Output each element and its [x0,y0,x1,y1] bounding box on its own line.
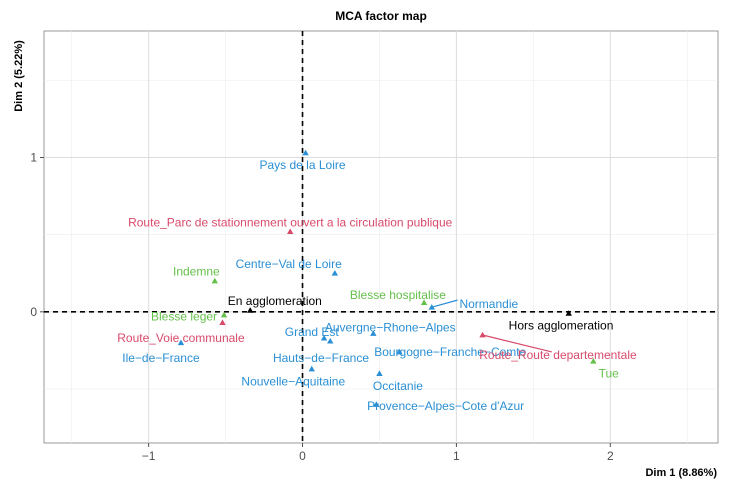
point-label: Blesse hospitalise [350,288,446,302]
y-tick-label: 0 [30,305,37,319]
label-connector [431,299,458,308]
point-label: Pays de la Loire [259,158,345,172]
point-label: Blesse leger [151,309,217,323]
point-marker [219,319,226,326]
point-label: Indemne [173,265,220,279]
point-label: Route_Parc de stationnement ouvert a la … [128,215,453,229]
point-label: Nouvelle−Aquitaine [241,374,345,388]
y-axis-label: Dim 2 (5.22%) [13,40,25,112]
point-marker [331,270,339,276]
point-marker [428,304,435,310]
point-label: Occitanie [373,379,423,393]
point-marker [565,310,572,316]
point-label: Provence−Alpes−Cote d'Azur [367,399,524,413]
point-label: Centre−Val de Loire [236,257,343,271]
point-label: Grand Est [285,325,340,339]
point-label: Normandie [459,297,518,311]
point-label: Hauts−de−France [273,351,369,365]
point-label: Ile−de−France [122,351,200,365]
point-marker [320,334,328,341]
chart-title: MCA factor map [335,9,427,23]
point-marker [479,331,486,338]
point-marker [220,311,228,318]
point-marker [590,358,597,364]
point-marker [211,277,219,284]
x-axis-label: Dim 1 (8.86%) [645,467,717,479]
point-label: Tue [599,367,620,381]
x-tick-label: 2 [607,449,614,463]
x-tick-label: −1 [142,449,156,463]
point-label: Bourgogne−Franche−Comte [374,345,526,359]
point-label: Hors agglomeration [509,319,614,333]
point-marker [373,401,380,407]
point-label: Auvergne−Rhone−Alpes [325,320,456,334]
point-marker [327,337,334,344]
point-marker [370,330,377,336]
point-marker [302,149,309,156]
point-marker [177,339,185,346]
point-label: Route_Voie communale [117,331,245,345]
point-marker [247,307,254,313]
x-tick-label: 0 [299,449,306,463]
plot-area: −1 0 1 2 0 1 Pays de la Loire Route_Parc de sta… [30,30,719,463]
y-tick-label: 1 [30,151,37,165]
point-marker [308,365,315,372]
point-label: Route_Route departementale [479,348,637,362]
x-tick-label: 1 [453,449,460,463]
point-marker [376,370,383,376]
point-label: En agglomeration [228,294,322,308]
point-marker [396,348,403,355]
label-connector [482,334,552,353]
point-marker [287,228,294,234]
point-marker [420,299,428,305]
